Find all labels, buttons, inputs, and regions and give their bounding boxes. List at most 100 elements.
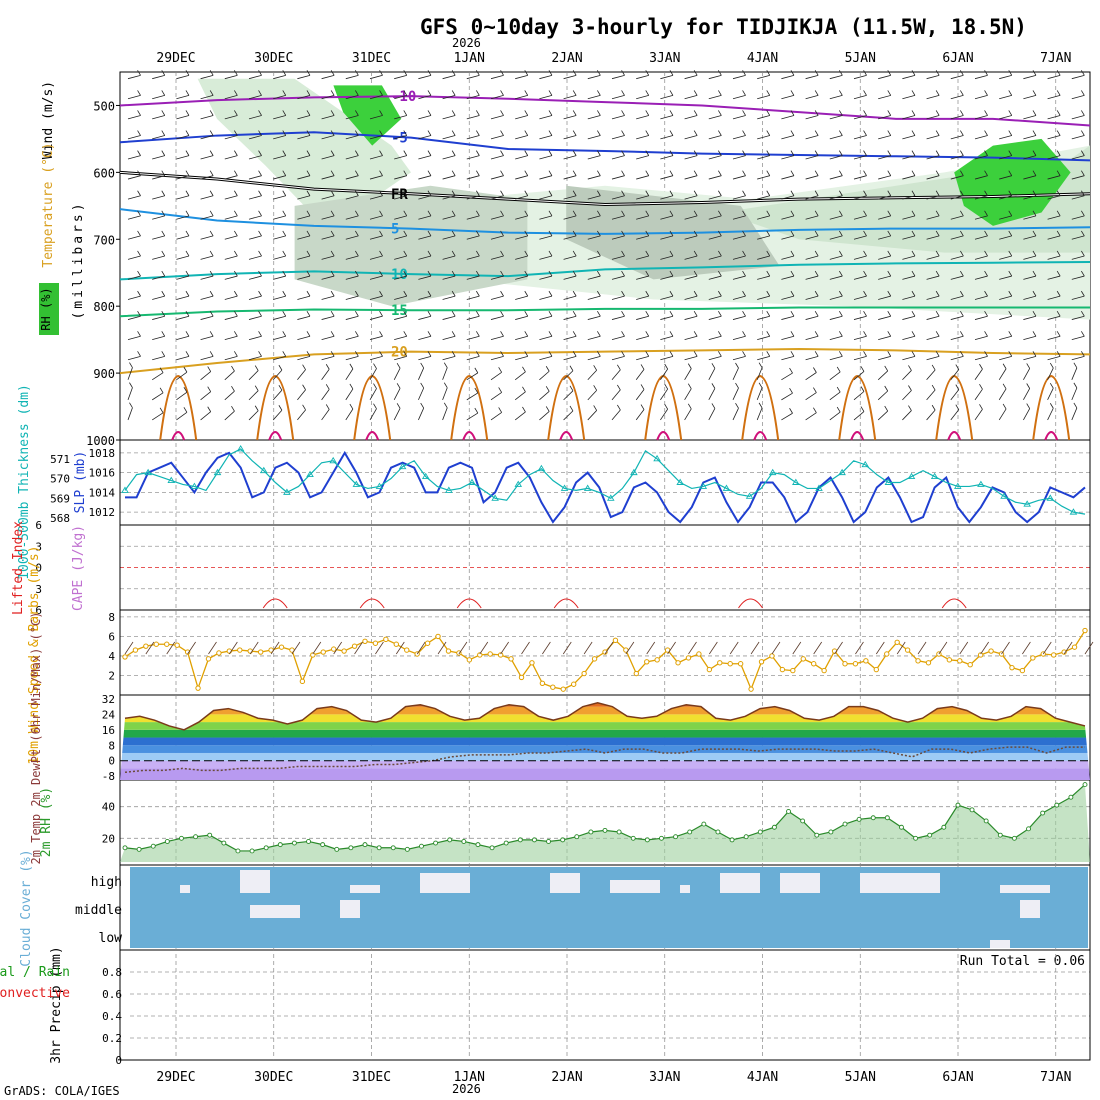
lifted-bump <box>456 598 482 609</box>
wind-barb <box>1047 408 1054 421</box>
wind-barb <box>515 315 528 320</box>
wind-barb <box>272 409 283 421</box>
wind-barb-flag <box>887 250 892 257</box>
surface-wind-barb <box>270 641 280 655</box>
wind-barb-flag <box>185 250 190 257</box>
surface-wind-barb <box>395 641 405 655</box>
wind-barb <box>1047 275 1061 280</box>
wind-barb <box>273 215 286 220</box>
wind-speed-marker <box>184 649 191 655</box>
wind-barb-flag <box>355 110 359 116</box>
wind-barb-flag <box>597 310 601 317</box>
wind-barb <box>974 115 988 120</box>
wind-barb <box>273 255 286 260</box>
wind-barb <box>418 74 432 80</box>
wind-barb-flag <box>1056 170 1061 176</box>
wind-barb-flag <box>524 70 529 76</box>
wind-barb <box>563 74 577 80</box>
wind-barb-flag <box>306 110 311 116</box>
wind-barb <box>466 335 480 341</box>
wind-barb <box>321 275 335 280</box>
wind-barb-flag <box>355 130 359 136</box>
wind-barb <box>660 215 674 220</box>
wind-barb <box>442 235 456 240</box>
wind-barb-flag <box>814 250 819 257</box>
cloud-gap <box>350 885 380 893</box>
wind-barb <box>732 195 746 200</box>
wind-barb <box>708 335 722 341</box>
wind-barb <box>176 235 190 240</box>
wind-barb-flag <box>839 90 843 96</box>
cloud-gap <box>250 905 300 918</box>
wind-barb-flag <box>185 310 190 317</box>
wind-barb <box>176 215 190 220</box>
surface-warm-contour <box>450 374 489 441</box>
wind-barb-flag <box>183 407 188 413</box>
wind-barb-flag <box>282 70 287 76</box>
slp-tick: 1014 <box>89 486 116 499</box>
wind-barb-flag <box>427 351 432 357</box>
wind-barb-flag <box>687 403 692 409</box>
wind-barb <box>902 74 916 80</box>
wind-barb <box>660 355 674 361</box>
wind-barb-flag <box>258 290 262 297</box>
wind-barb <box>950 369 960 381</box>
wind-barb-flag <box>572 270 577 277</box>
wind-barb <box>539 135 553 140</box>
surface-hot-contour <box>947 431 962 441</box>
wind-barb-flag <box>617 384 621 391</box>
thickness-marker <box>491 494 499 501</box>
wind-barb <box>394 295 407 300</box>
wind-barb <box>926 295 940 300</box>
wind-barb <box>563 95 577 100</box>
wind-barb <box>999 115 1012 120</box>
wind-barb-flag <box>349 383 354 390</box>
date-tick-bottom: 2JAN <box>551 1070 582 1085</box>
wind-barb-flag <box>887 70 892 76</box>
wind-barb-flag <box>500 90 504 96</box>
wind-barb-flag <box>621 110 625 116</box>
pressure-tick: 1000 <box>86 434 115 448</box>
wind-speed-marker <box>1082 627 1088 634</box>
wind-barb <box>781 155 795 160</box>
wind-barb <box>176 275 190 280</box>
wind-barb <box>587 295 601 300</box>
wind-barb-flag <box>839 351 843 357</box>
wind-speed-marker <box>341 648 347 654</box>
wind-barb-flag <box>718 170 722 176</box>
wind-barb-flag <box>306 250 311 257</box>
wind-barb <box>345 408 354 421</box>
wind-barb-flag <box>427 190 432 196</box>
wind-barb <box>1023 295 1037 300</box>
wind-barb-flag <box>669 110 674 116</box>
wind-barb <box>224 390 235 401</box>
temp-band <box>120 745 1090 753</box>
wind-barb-flag <box>597 351 601 357</box>
wind-barb-flag <box>742 351 746 357</box>
wind-barb-flag <box>572 351 577 357</box>
wind-barb-flag <box>664 383 669 390</box>
wind-barb-flag <box>161 250 166 257</box>
wind-barb <box>345 235 359 240</box>
wind-barb-flag <box>911 250 916 257</box>
wind-barb <box>732 367 739 380</box>
wind-barb <box>321 369 330 381</box>
wind-barb-flag <box>742 70 746 76</box>
rh-marker <box>193 834 199 840</box>
rh-marker <box>517 837 523 843</box>
wind-barb <box>926 389 936 401</box>
wind-barb-flag <box>860 386 865 392</box>
wind-speed-marker <box>153 641 160 647</box>
wind-barb-flag <box>403 70 408 76</box>
date-tick-bottom: 29DEC <box>156 1070 195 1085</box>
wind-barb-flag <box>379 170 383 176</box>
rh-area <box>120 784 1090 862</box>
wind-barb-flag <box>790 70 795 76</box>
wind-barb-flag <box>234 290 238 297</box>
wind-barb-flag <box>258 331 262 337</box>
cloud-gap <box>340 900 360 918</box>
wind-barb <box>394 155 407 160</box>
wind-barb-flag <box>984 150 988 156</box>
wind-barb-flag <box>209 210 214 217</box>
wind-barb-flag <box>1081 90 1085 96</box>
